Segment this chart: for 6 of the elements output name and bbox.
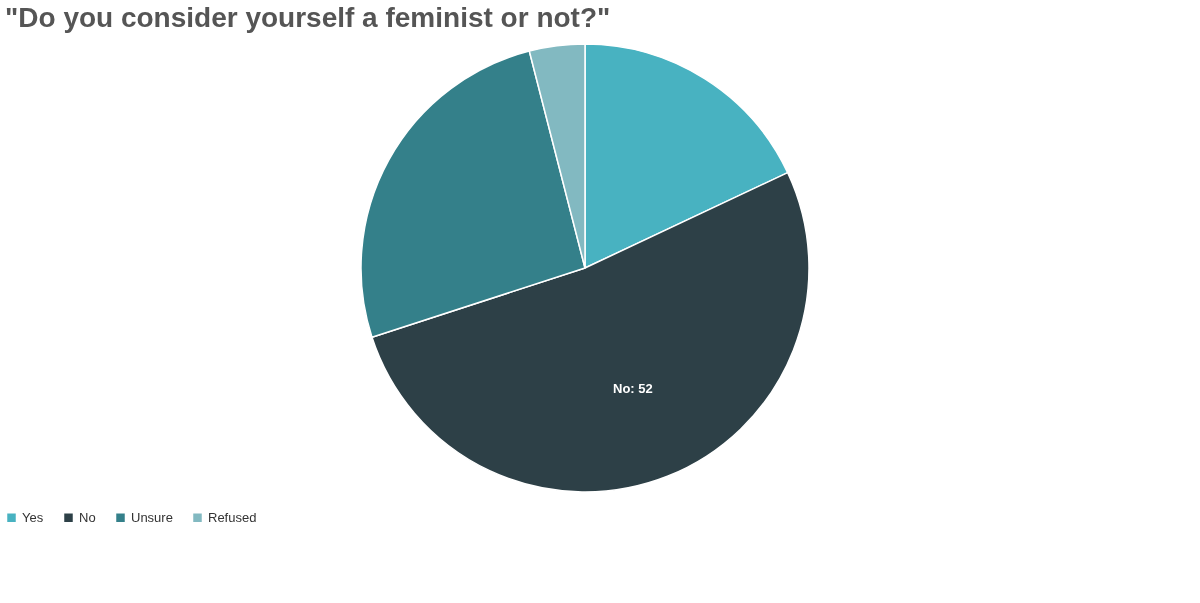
chart-title: "Do you consider yourself a feminist or not?" [5,2,611,33]
legend-label: Unsure [131,509,173,525]
legend-label: Yes [22,509,44,525]
legend-label: No [79,509,96,525]
data-label: No: 52 [612,380,653,396]
legend-label: Refused [208,509,257,525]
